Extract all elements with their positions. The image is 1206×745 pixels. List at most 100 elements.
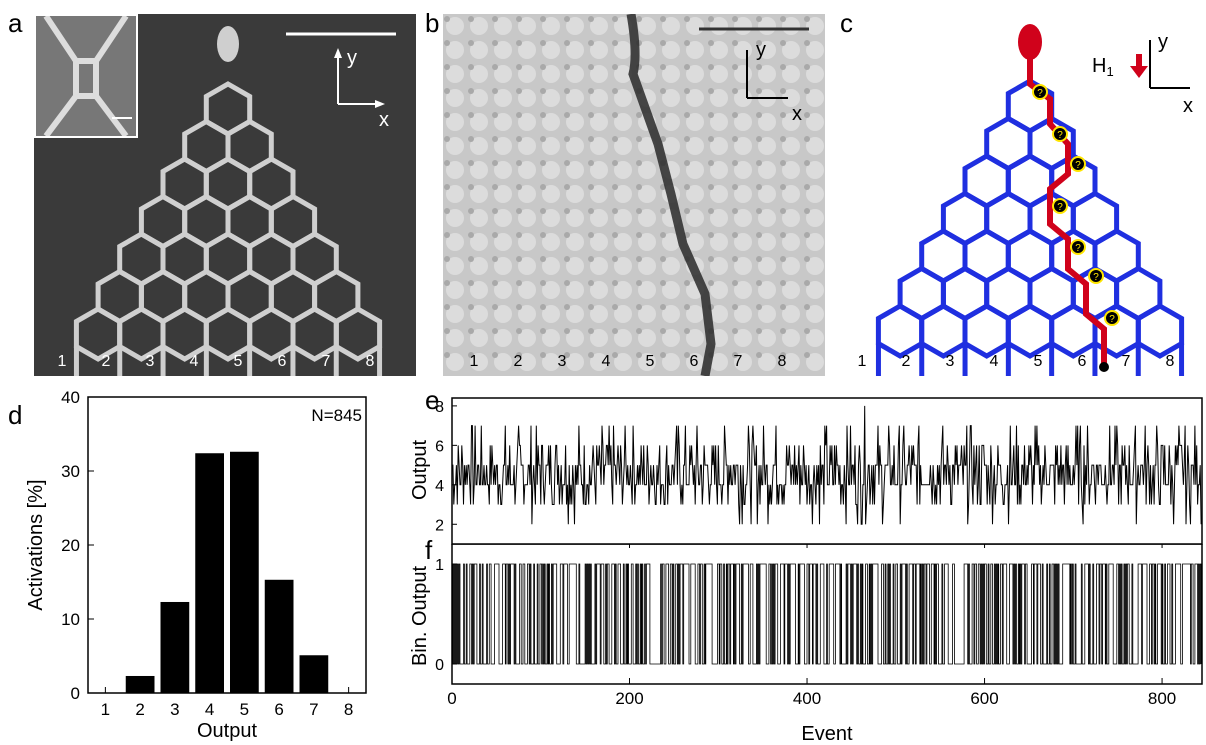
lattice-hexagon <box>160 306 209 362</box>
junction-marker <box>1052 126 1068 142</box>
panel-e-output-trace: 2 4 6 8 Output <box>409 397 1203 545</box>
axis-y-label: y <box>1158 31 1168 53</box>
honeycomb-lattice-c <box>875 78 1185 376</box>
junction-question: ? <box>1109 314 1115 325</box>
y-tick-label: 6 <box>435 438 444 455</box>
output-label: 4 <box>602 353 611 370</box>
junction-question: ? <box>1093 272 1099 283</box>
lattice-hexagon <box>962 303 1011 359</box>
junction-question: ? <box>1057 130 1063 141</box>
y-tick-label: 2 <box>435 517 444 534</box>
x-tick-label: 2 <box>135 700 144 719</box>
lattice-hexagon <box>875 303 925 359</box>
output-label: 2 <box>514 353 523 370</box>
histogram-bar <box>230 451 259 693</box>
junction-marker <box>1032 84 1048 100</box>
lattice-hexagon <box>117 306 166 362</box>
x-axis-title: Event <box>801 723 853 744</box>
binary-series-line <box>451 563 1202 665</box>
x-tick-label: 5 <box>240 700 249 719</box>
n-annotation: N=845 <box>311 406 362 425</box>
x-tick-label: 200 <box>615 689 643 708</box>
panel-label-b: b <box>425 8 440 38</box>
nucleation-pad <box>217 26 239 62</box>
y-tick-label: 20 <box>61 536 80 555</box>
output-label: 7 <box>734 353 743 370</box>
output-label: 5 <box>234 353 243 370</box>
honeycomb-lattice-a: y x 1 2 3 4 5 6 7 8 <box>58 26 396 379</box>
y-tick-label: 1 <box>435 557 444 574</box>
y-axis-title: Activations [%] <box>25 479 47 610</box>
output-series-line <box>452 405 1202 525</box>
output-label: 6 <box>1078 353 1087 370</box>
panel-label-d: d <box>8 400 23 430</box>
x-axis-title: Output <box>197 720 257 742</box>
x-tick-label: 1 <box>101 700 110 719</box>
lattice-hexagon <box>203 306 253 362</box>
panel-a-sem-image: y x 1 2 3 4 5 6 7 8 <box>34 14 416 379</box>
lattice-hexagon <box>1135 303 1185 359</box>
output-label: 3 <box>946 353 955 370</box>
output-label: 8 <box>778 353 787 370</box>
nucleation-pad <box>1018 24 1042 60</box>
x-tick-label: 400 <box>793 689 821 708</box>
lattice-hexagon <box>247 306 296 362</box>
junction-marker <box>1088 268 1104 284</box>
output-label: 5 <box>646 353 655 370</box>
axis-x-label: x <box>1183 95 1193 117</box>
panel-label-a: a <box>8 8 23 38</box>
domain-wall-path <box>626 13 716 377</box>
axis-x-label: x <box>379 109 389 131</box>
histogram-bar <box>195 453 224 693</box>
inset-zoom <box>34 14 138 138</box>
output-label: 4 <box>190 353 199 370</box>
x-tick-label: 4 <box>205 700 214 719</box>
junction-question: ? <box>1057 202 1063 213</box>
output-detector <box>1099 362 1109 372</box>
field-arrow-icon <box>1130 54 1148 78</box>
junction-question: ? <box>1037 88 1043 99</box>
x-tick-label: 0 <box>447 689 456 708</box>
histogram-bar <box>160 601 190 693</box>
panel-c-schematic: ??????? H1 y x 1 2 3 4 5 6 7 8 <box>840 14 1206 376</box>
axis-y-label: y <box>347 47 357 69</box>
x-tick-label: 600 <box>970 689 998 708</box>
output-label: 2 <box>102 353 111 370</box>
panel-label-e: e <box>425 385 440 415</box>
output-label: 6 <box>278 353 287 370</box>
y-tick-label: 10 <box>61 610 80 629</box>
y-tick-label: 40 <box>61 388 80 407</box>
y-axis-title: Output <box>409 440 431 500</box>
x-tick-label: 3 <box>170 700 179 719</box>
y-tick-label: 4 <box>435 478 444 495</box>
output-label: 8 <box>366 353 375 370</box>
y-tick-label: 0 <box>435 657 444 674</box>
junction-marker <box>1052 198 1068 214</box>
axis-y-label: y <box>756 39 766 61</box>
output-label: 1 <box>858 353 867 370</box>
panel-b-magnetic-image: y x 1 2 3 4 5 6 7 8 <box>443 13 825 377</box>
y-tick-label: 0 <box>71 684 80 703</box>
junction-marker <box>1070 239 1086 255</box>
y-tick-label: 30 <box>61 462 80 481</box>
output-label: 6 <box>690 353 699 370</box>
output-label: 1 <box>58 353 67 370</box>
lattice-hexagon <box>290 306 339 362</box>
panel-label-c: c <box>840 8 853 38</box>
histogram-bar <box>125 675 155 693</box>
field-label: H1 <box>1092 55 1114 79</box>
histogram-bar <box>264 579 294 693</box>
output-label: 8 <box>1166 353 1175 370</box>
x-tick-label: 7 <box>309 700 318 719</box>
x-tick-label: 800 <box>1148 689 1176 708</box>
panel-d-histogram: 0 10 20 30 40 1 2 3 4 5 6 7 8 N=845 Output Activati… <box>25 388 367 742</box>
lattice-hexagon <box>333 306 383 362</box>
plot-frame <box>87 396 367 694</box>
output-label: 1 <box>470 353 479 370</box>
x-tick-label: 8 <box>344 700 353 719</box>
output-label: 5 <box>1034 353 1043 370</box>
output-label: 2 <box>902 353 911 370</box>
panel-label-f: f <box>425 535 433 565</box>
output-label: 3 <box>146 353 155 370</box>
lattice-hexagon <box>919 303 968 359</box>
